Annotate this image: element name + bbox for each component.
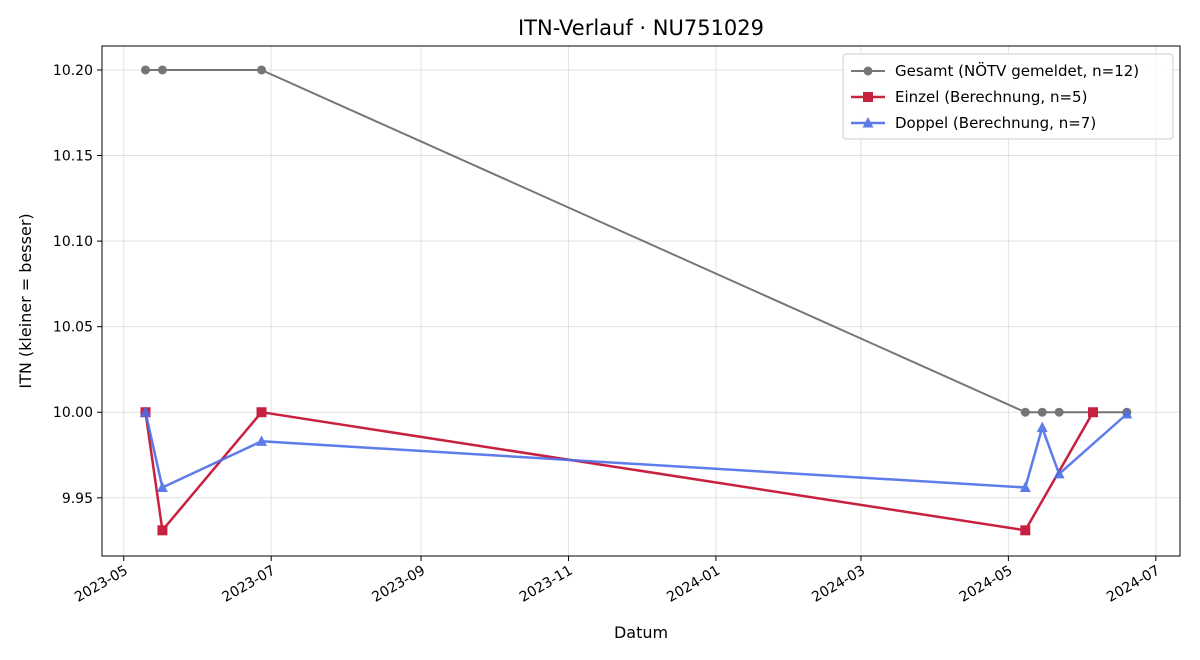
- legend-label: Doppel (Berechnung, n=7): [895, 114, 1096, 132]
- series-layer: [140, 65, 1133, 536]
- x-tick-label: 2024-01: [664, 563, 723, 606]
- data-point: [140, 406, 152, 417]
- y-tick-label: 10.15: [53, 149, 93, 165]
- y-tick-label: 9.95: [62, 491, 93, 507]
- y-tick-label: 10.05: [53, 320, 93, 336]
- plot-frame: [101, 45, 1181, 557]
- legend: Gesamt (NÖTV gemeldet, n=12) Einzel (Bere…: [842, 53, 1174, 140]
- x-tick-label: 2023-05: [72, 563, 131, 606]
- legend-marker: [863, 92, 873, 102]
- data-point: [1037, 407, 1047, 417]
- x-tick-label: 2023-09: [369, 563, 428, 606]
- x-axis: 2023-05 2023-07 2023-09 2023-11 2024-01 2024-…: [72, 556, 1163, 606]
- legend-entry: [851, 117, 885, 128]
- data-point: [1036, 421, 1048, 433]
- data-point: [257, 65, 267, 75]
- legend-marker: [862, 117, 874, 128]
- legend-label: Gesamt (NÖTV gemeldet, n=12): [895, 61, 1139, 80]
- legend-box: [842, 53, 1174, 140]
- data-point: [1053, 467, 1065, 479]
- data-point: [157, 525, 168, 536]
- x-tick-label: 2024-03: [809, 563, 868, 606]
- y-tick-label: 10.20: [53, 63, 93, 79]
- data-point: [157, 65, 167, 75]
- y-tick-label: 10.00: [53, 405, 93, 421]
- x-tick-label: 2024-05: [957, 563, 1016, 606]
- x-tick-label: 2023-11: [517, 563, 576, 606]
- data-point: [256, 407, 267, 418]
- x-tick-label: 2023-07: [220, 563, 279, 606]
- series-line: [144, 411, 1128, 489]
- y-axis: 9.95 10.00 10.05 10.10 10.15 10.20: [53, 63, 102, 507]
- legend-entry: [851, 92, 885, 102]
- data-point: [1019, 481, 1031, 493]
- data-point: [256, 435, 268, 446]
- data-point: [1087, 407, 1098, 418]
- x-axis-label: Datum: [614, 623, 668, 642]
- data-point: [1020, 525, 1031, 536]
- series-square: [140, 407, 1098, 536]
- series-line: [144, 410, 1095, 532]
- legend-label: Einzel (Berechnung, n=5): [895, 88, 1087, 106]
- data-point: [1020, 407, 1030, 417]
- data-point: [141, 65, 151, 75]
- y-axis-label: ITN (kleiner = besser): [16, 213, 35, 388]
- data-point: [1121, 407, 1133, 419]
- legend-marker: [863, 66, 873, 76]
- series-triangle: [140, 406, 1133, 493]
- x-tick-label: 2024-07: [1104, 563, 1163, 606]
- legend-entry: [851, 66, 885, 76]
- data-point: [156, 481, 168, 493]
- y-tick-label: 10.10: [53, 234, 93, 250]
- chart-title: ITN-Verlauf · NU751029: [518, 16, 764, 40]
- data-point: [1054, 407, 1064, 417]
